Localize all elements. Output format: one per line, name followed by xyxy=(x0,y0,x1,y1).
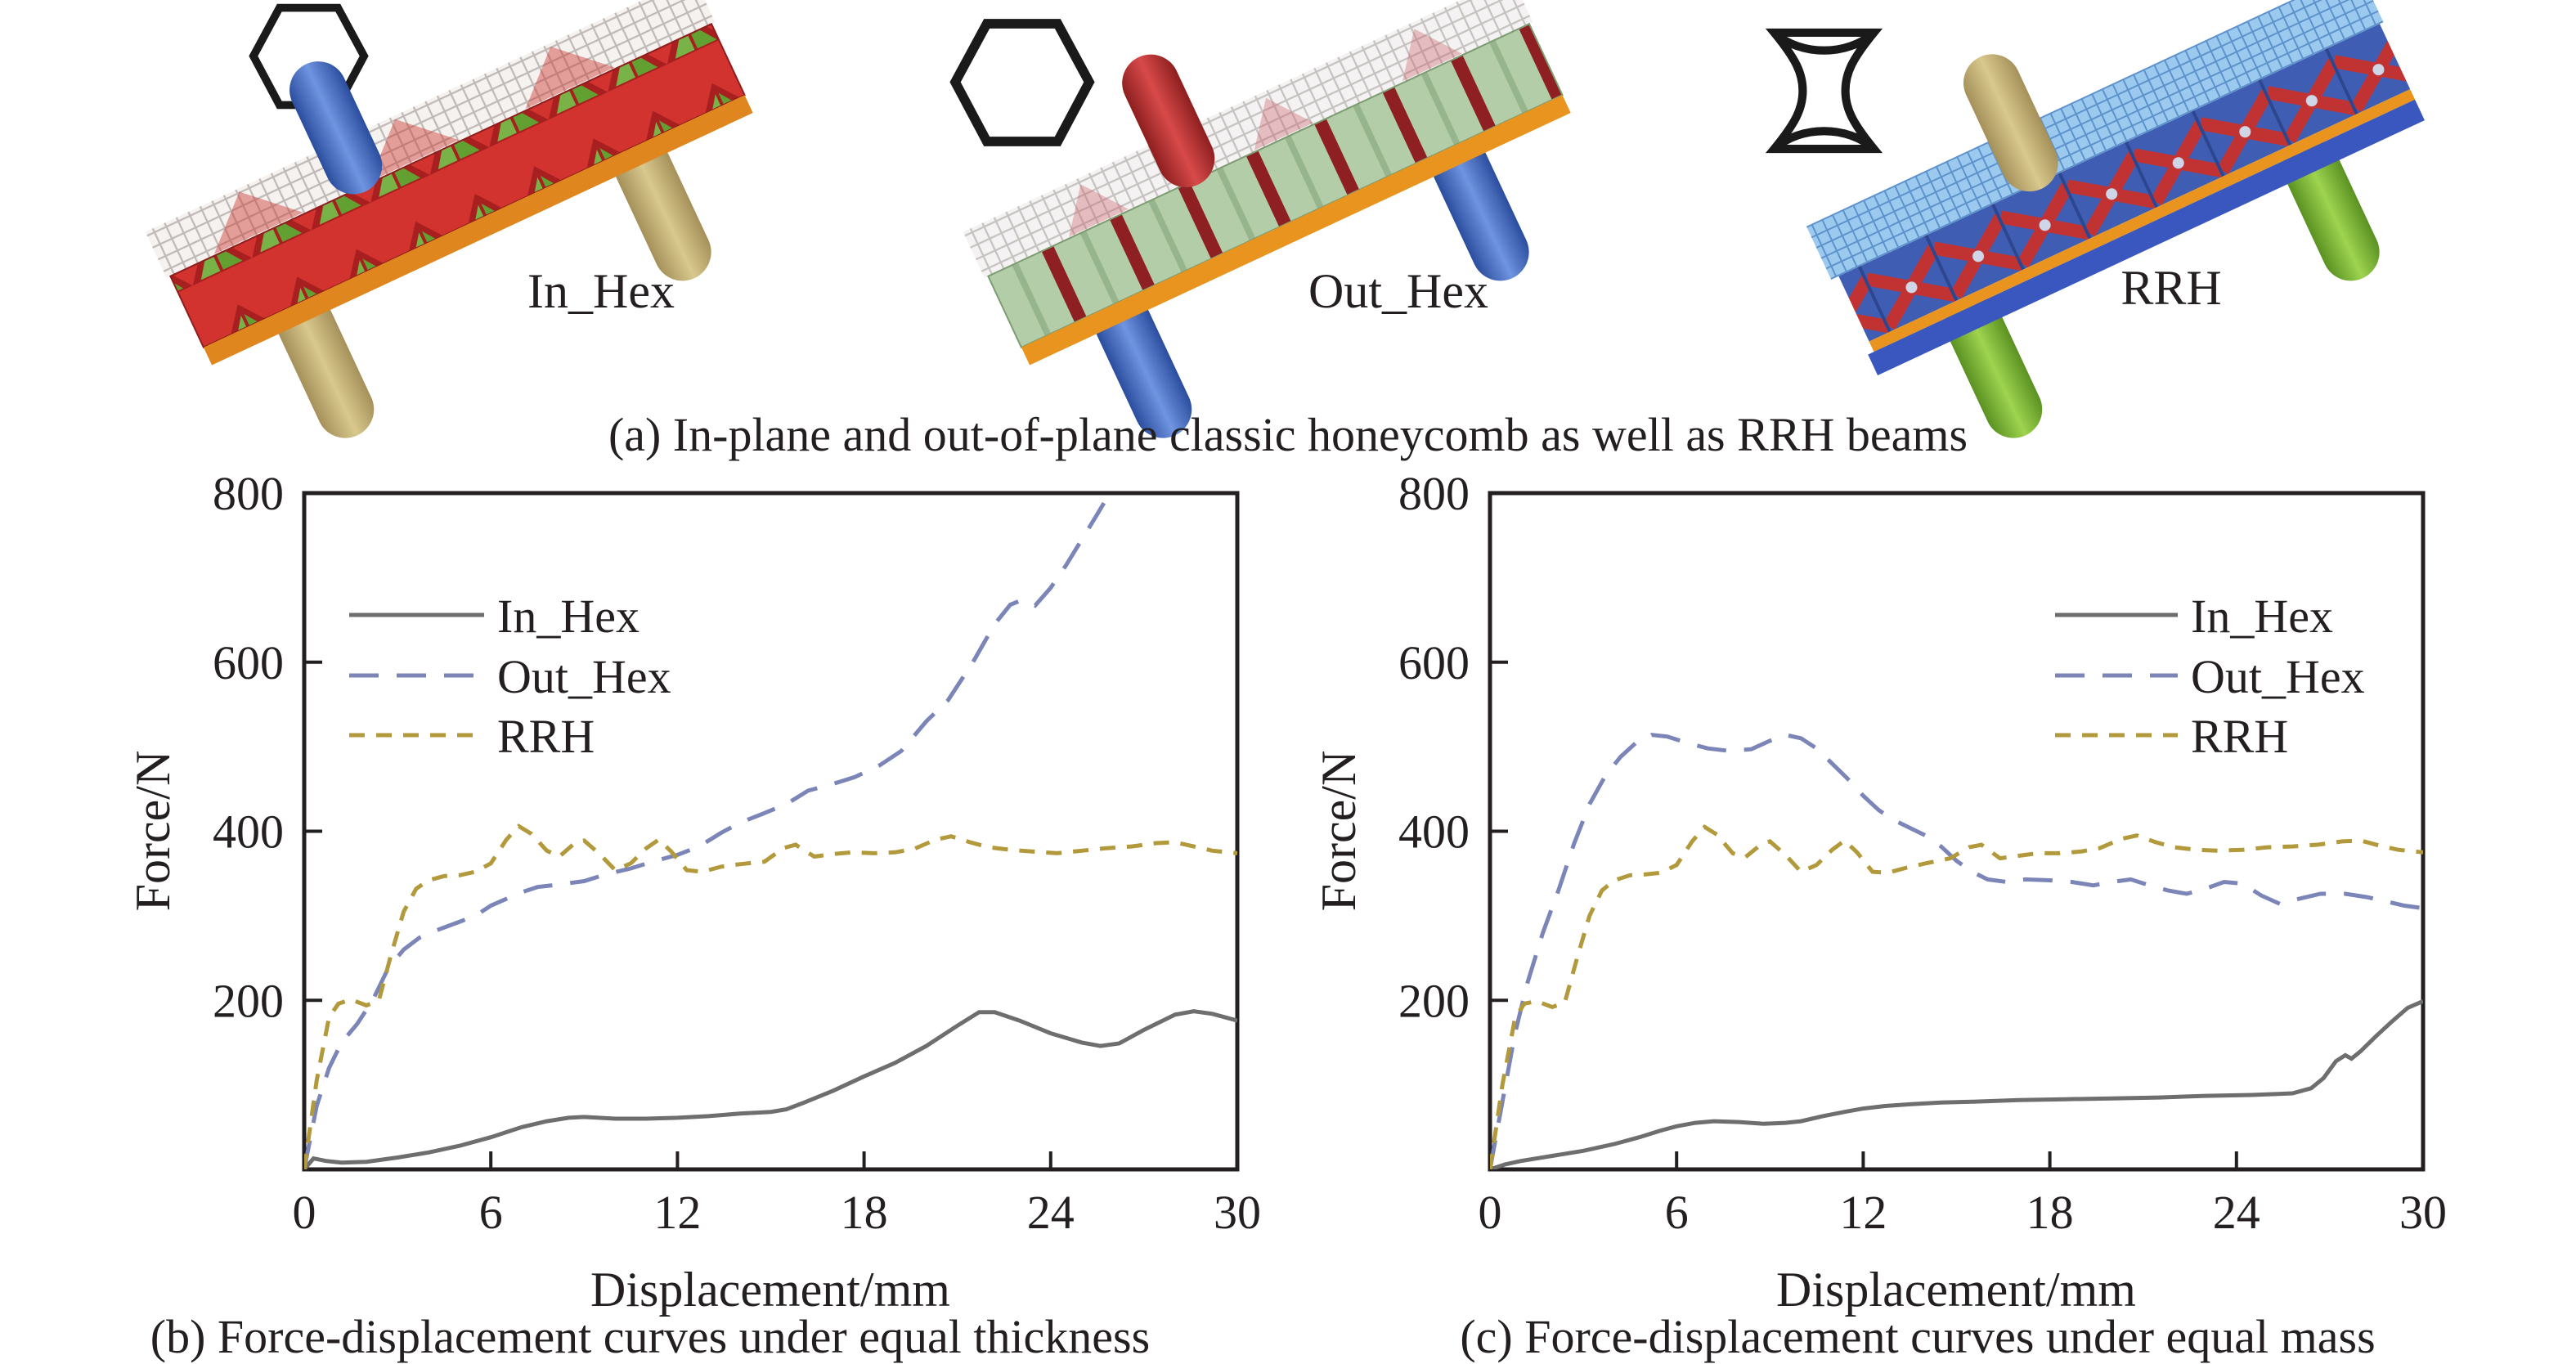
x-tick-label: 18 xyxy=(2026,1186,2074,1239)
y-tick-label: 400 xyxy=(213,805,284,859)
x-tick-label: 0 xyxy=(293,1186,316,1239)
caption-a: (a) In-plane and out-of-plane classic ho… xyxy=(608,408,1968,461)
legend-label-In_Hex: In_Hex xyxy=(2191,590,2333,643)
base-plate xyxy=(1868,99,2425,375)
mesh-tint xyxy=(1069,184,1129,237)
y-tick-label: 400 xyxy=(1398,805,1470,859)
out-hex-beam-render xyxy=(963,0,1571,438)
x-tick-label: 30 xyxy=(2399,1186,2447,1239)
beam-label-out-hex: Out_Hex xyxy=(1308,264,1488,318)
lattice-core xyxy=(1838,24,2411,342)
mesh-tint xyxy=(370,119,459,182)
legend-label-RRH: RRH xyxy=(497,710,595,763)
beam-label-rrh: RRH xyxy=(2120,261,2222,315)
plot-frame xyxy=(302,491,1240,1172)
x-tick-label: 6 xyxy=(479,1186,503,1239)
x-axis-title: Displacement/mm xyxy=(1776,1263,2136,1317)
force-displacement-chart-equal-mass: 0 6 12 18 24 30 200 400 600 800 In_Hex Out_Hex RRH xyxy=(1398,467,2447,1239)
y-tick-label: 600 xyxy=(1398,636,1470,689)
mesh-tint xyxy=(525,46,615,110)
support-roller-icon xyxy=(614,138,711,281)
y-tick-label: 800 xyxy=(213,467,284,520)
y-tick-label: 800 xyxy=(1398,467,1470,520)
hourglass-bottom-arc xyxy=(1771,127,1877,152)
series-line-In_Hex xyxy=(1490,999,2423,1169)
y-tick-label: 200 xyxy=(213,974,284,1027)
hexagon-outline xyxy=(949,19,1095,146)
mesh-tint xyxy=(213,191,303,254)
caption-b: (b) Force-displacement curves under equa… xyxy=(150,1310,1151,1363)
legend-label-Out_Hex: Out_Hex xyxy=(497,650,671,703)
hourglass-top-arc xyxy=(1771,29,1877,55)
mesh-skin xyxy=(145,0,716,278)
y-axis-title: Force/N xyxy=(126,750,180,912)
caption-c: (c) Force-displacement curves under equa… xyxy=(1460,1310,2376,1363)
x-axis-title: Displacement/mm xyxy=(590,1263,950,1317)
x-tick-label: 24 xyxy=(1027,1186,1075,1239)
series-line-RRH xyxy=(304,823,1237,1169)
series-line-Out_Hex xyxy=(1490,733,2423,1169)
beam-label-in-hex: In_Hex xyxy=(527,264,675,318)
in-hex-beam-render xyxy=(145,0,753,438)
interlayer-plate xyxy=(1869,89,2416,352)
series-line-RRH xyxy=(1490,824,2423,1169)
series-line-Out_Hex xyxy=(304,491,1113,1169)
support-roller-icon xyxy=(1094,295,1192,438)
y-tick-label: 200 xyxy=(1398,974,1470,1027)
legend-label-In_Hex: In_Hex xyxy=(497,590,640,643)
support-roller-icon xyxy=(276,295,375,438)
mesh-skin xyxy=(1806,0,2384,280)
mesh-tint xyxy=(1402,29,1462,82)
mesh-skin xyxy=(963,0,1533,278)
y-axis-title: Force/N xyxy=(1312,750,1366,912)
x-tick-label: 12 xyxy=(1839,1186,1887,1239)
hexagon-icon xyxy=(949,19,1095,146)
y-tick-label: 600 xyxy=(213,636,284,689)
x-tick-label: 6 xyxy=(1665,1186,1689,1239)
legend-label-Out_Hex: Out_Hex xyxy=(2191,650,2365,703)
force-displacement-chart-equal-thickness: 0 6 12 18 24 30 200 400 600 800 In_Hex Out_Hex RRH xyxy=(213,467,1261,1239)
support-roller-icon xyxy=(1432,138,1529,281)
x-tick-label: 18 xyxy=(841,1186,888,1239)
series-line-In_Hex xyxy=(304,1009,1237,1169)
x-tick-label: 30 xyxy=(1214,1186,1261,1239)
indenter-roller-icon xyxy=(1963,54,2058,192)
indenter-roller-icon xyxy=(1122,54,1215,188)
x-tick-label: 0 xyxy=(1479,1186,1502,1239)
legend-label-RRH: RRH xyxy=(2191,710,2288,763)
x-tick-label: 24 xyxy=(2213,1186,2260,1239)
reentrant-hourglass-icon xyxy=(1765,28,1883,154)
rrh-beam-render xyxy=(1806,0,2425,438)
indenter-roller-icon xyxy=(289,61,383,195)
base-plate xyxy=(203,95,753,366)
x-tick-label: 12 xyxy=(653,1186,701,1239)
base-plate xyxy=(1021,95,1571,366)
mesh-tint xyxy=(1254,97,1314,150)
